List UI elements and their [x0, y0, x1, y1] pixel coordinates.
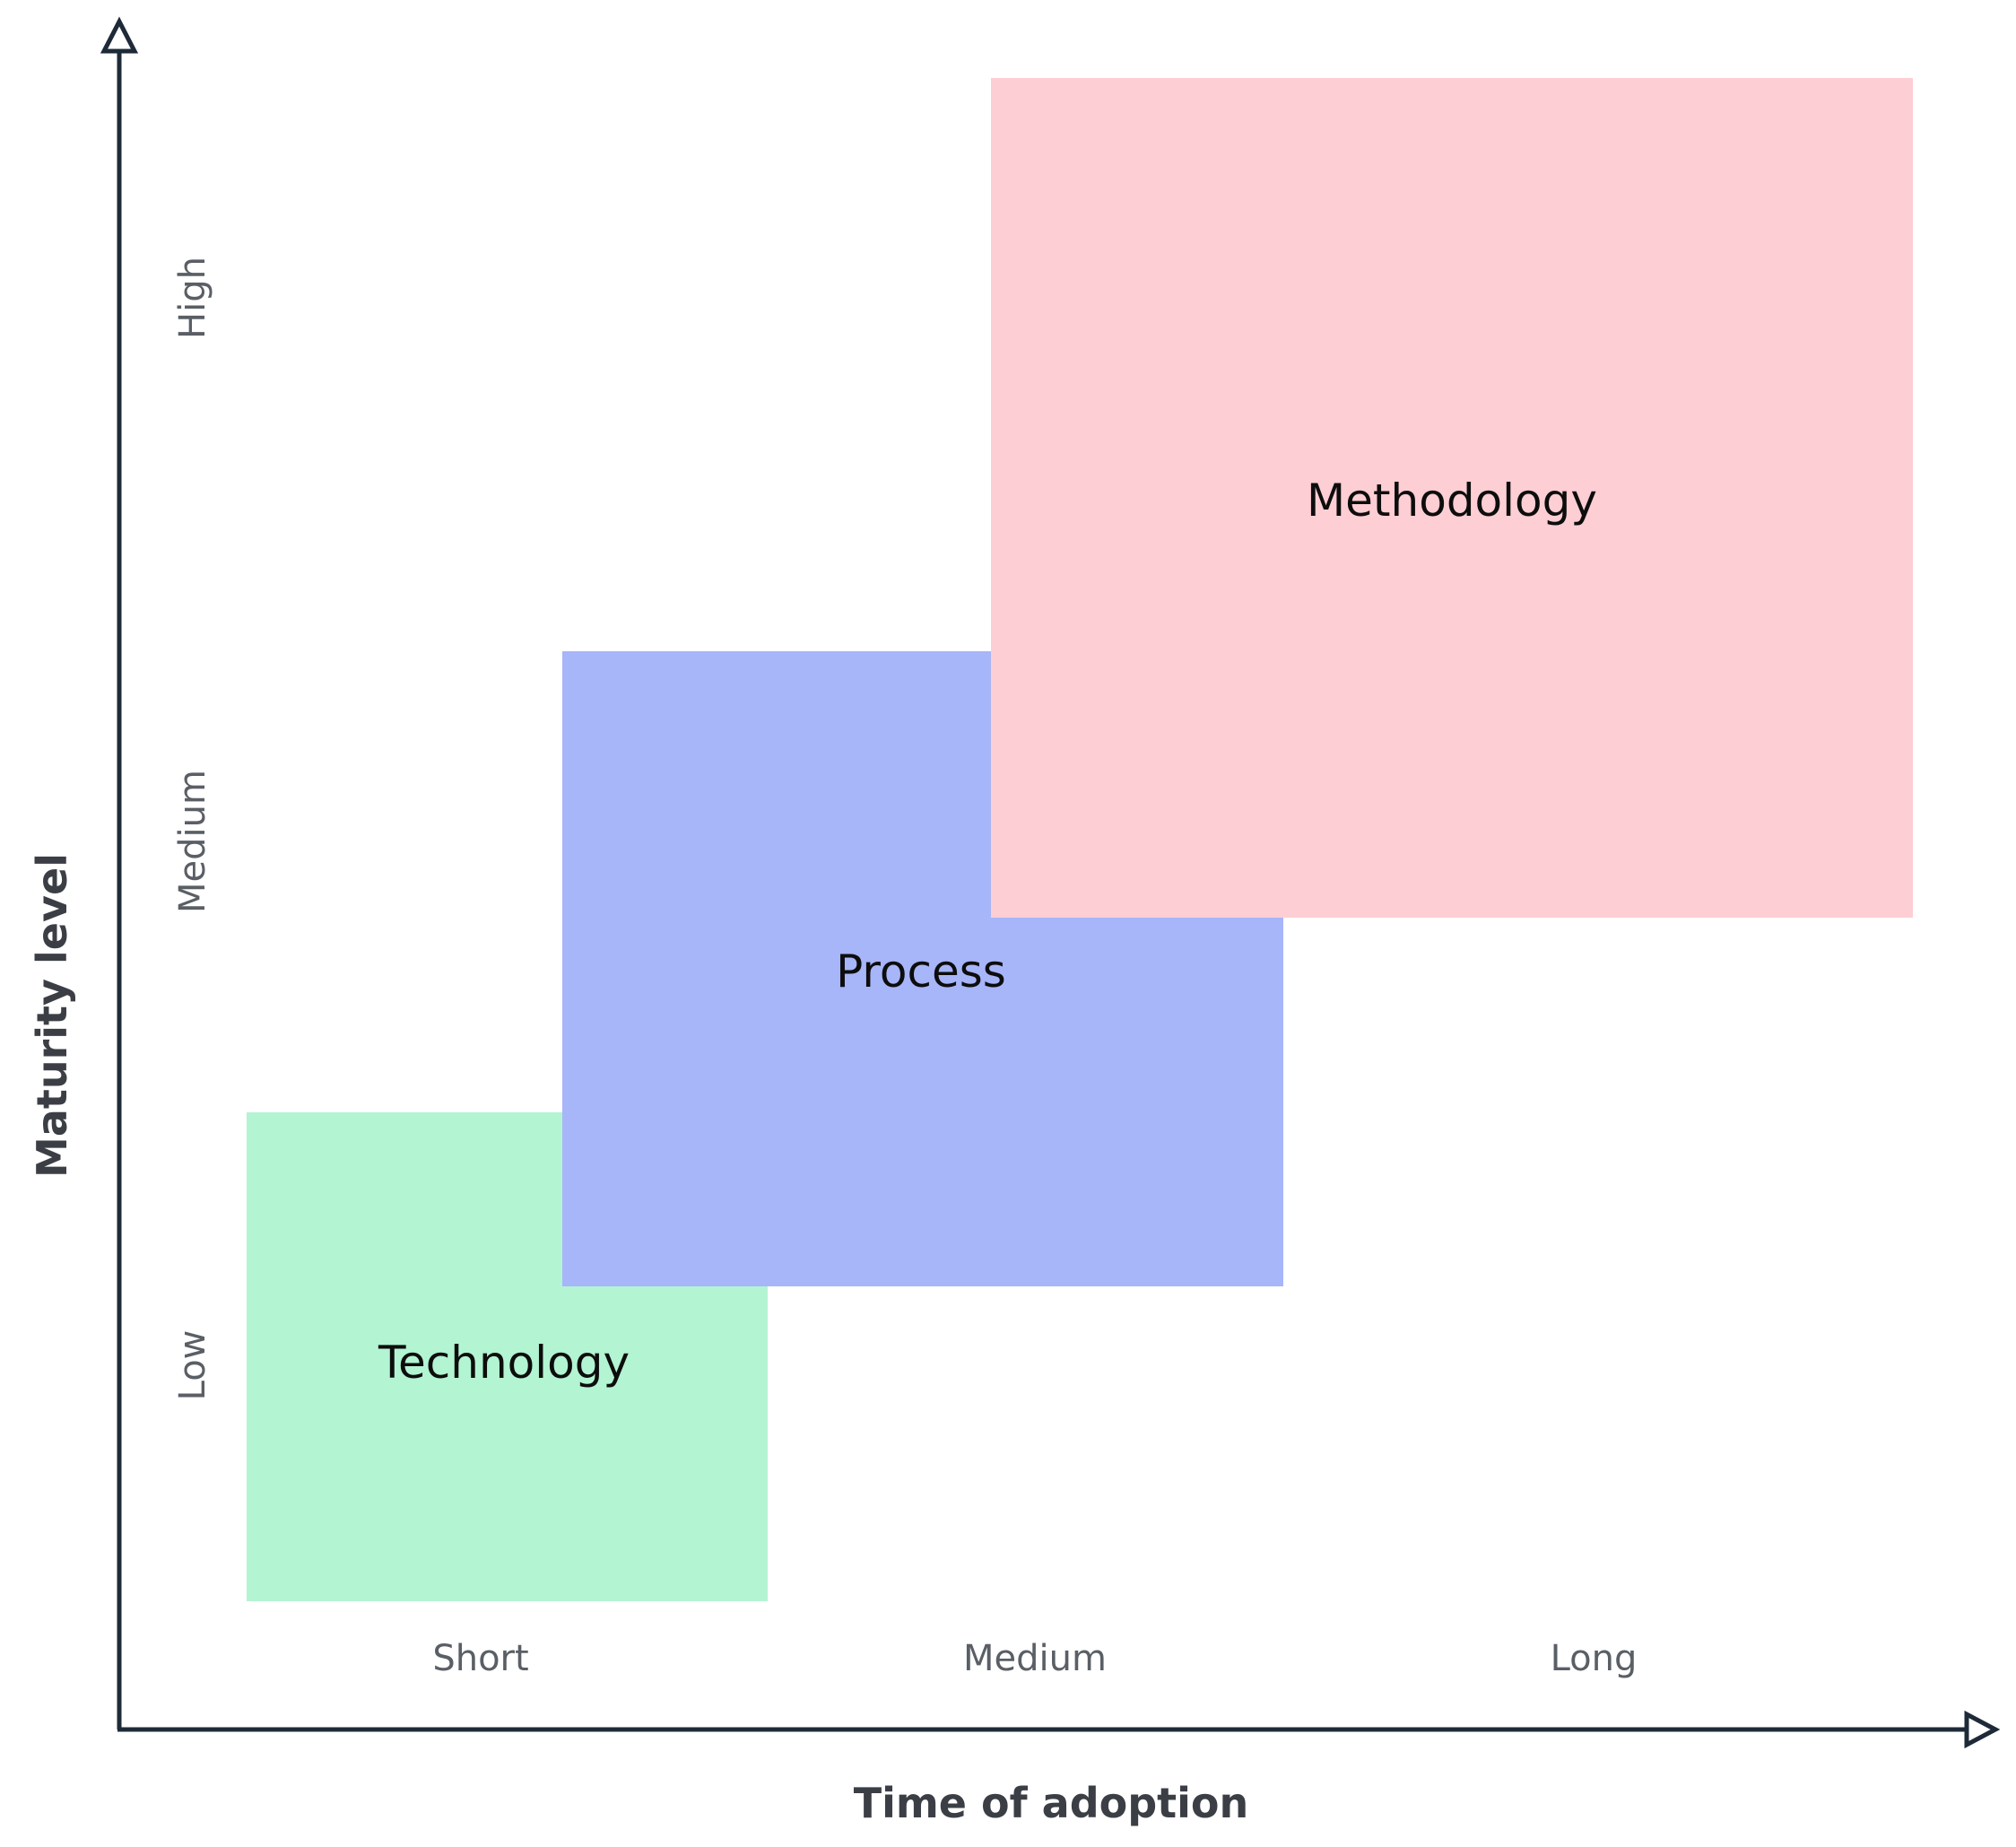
methodology-box: Methodology	[991, 78, 1913, 918]
y-tick-low: Low	[172, 1330, 213, 1401]
y-axis-arrow-icon	[100, 16, 139, 54]
technology-label: Technology	[378, 1337, 630, 1389]
x-tick-short: Short	[432, 1638, 528, 1679]
x-axis-arrow-icon	[1964, 1710, 2001, 1749]
x-tick-long: Long	[1551, 1638, 1638, 1679]
x-tick-labels: Short Medium Long	[432, 1638, 1637, 1679]
x-tick-medium: Medium	[963, 1638, 1107, 1679]
axes	[100, 16, 2001, 1749]
y-tick-high: High	[172, 257, 213, 339]
y-tick-medium: Medium	[172, 770, 213, 913]
methodology-rect	[991, 78, 1913, 918]
y-tick-labels: Low Medium High	[172, 257, 213, 1400]
methodology-label: Methodology	[1307, 475, 1597, 527]
process-label: Process	[836, 945, 1006, 998]
x-axis-title: Time of adoption	[854, 1779, 1249, 1827]
y-axis-title: Maturity level	[28, 853, 76, 1178]
